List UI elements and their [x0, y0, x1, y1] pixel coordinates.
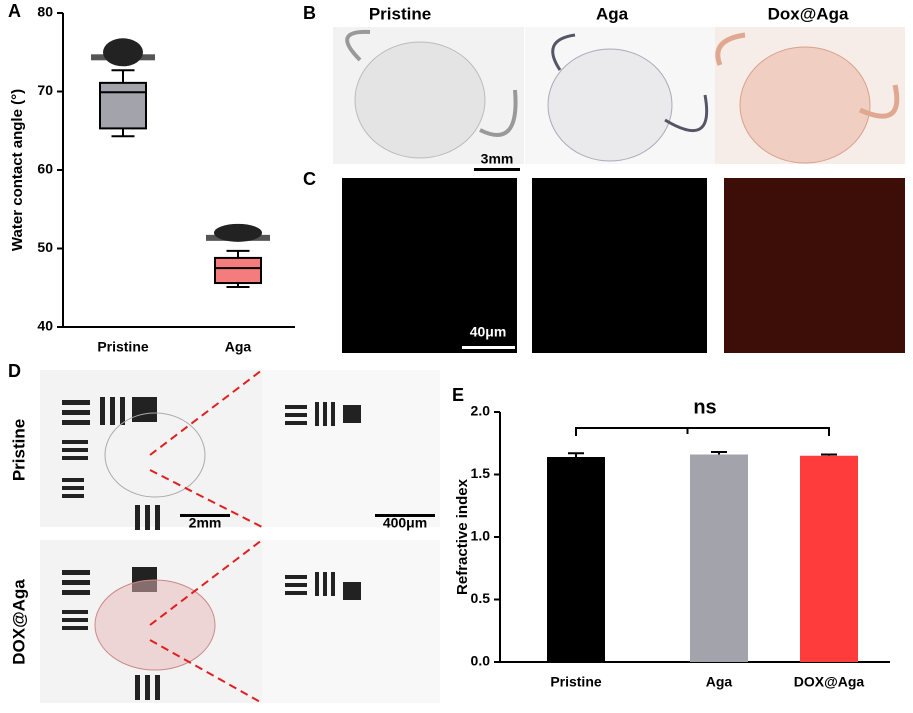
y-tick-label: 0.0 — [471, 653, 491, 669]
bar — [547, 457, 605, 662]
scale-label: 40μm — [470, 324, 507, 340]
row-label: DOX@Aga — [9, 579, 28, 665]
bar — [800, 455, 858, 662]
x-tick-label: Aga — [706, 674, 733, 690]
fluorescence-image — [724, 178, 905, 353]
fluorescence-image — [532, 178, 707, 353]
panel-title: Aga — [596, 4, 629, 23]
y-tick-label: 60 — [37, 161, 53, 177]
scale-bar — [474, 168, 520, 171]
y-tick-label: 80 — [37, 4, 53, 20]
y-tick-label: 50 — [37, 239, 53, 255]
scale-bar — [375, 514, 435, 517]
bar — [690, 454, 748, 662]
panel-title: Pristine — [369, 4, 431, 23]
panel-letter: B — [303, 3, 316, 23]
scale-label: 2mm — [189, 515, 222, 531]
y-tick-label: 70 — [37, 82, 53, 98]
panel-letter: D — [8, 361, 21, 381]
panel-letter: A — [8, 1, 21, 21]
fluorescence-image — [342, 178, 517, 353]
annotation: ns — [693, 396, 716, 418]
panel-letter: C — [303, 169, 316, 189]
resolution-photos — [40, 369, 440, 704]
y-tick-label: 1.5 — [471, 465, 491, 481]
y-tick-label: 40 — [37, 318, 53, 334]
scale-bar — [462, 346, 515, 349]
scale-bar — [180, 514, 230, 517]
y-tick-label: 0.5 — [471, 590, 491, 606]
y-tick-label: 1.0 — [471, 528, 491, 544]
droplet — [214, 223, 262, 242]
y-axis-label: Water contact angle (°) — [9, 89, 26, 251]
panel-letter: E — [452, 385, 464, 405]
row-label: Pristine — [9, 419, 28, 481]
x-tick-label: Pristine — [550, 674, 602, 690]
x-tick-label: DOX@Aga — [794, 674, 865, 690]
scale-label: 3mm — [481, 151, 514, 167]
lens-photos — [333, 27, 905, 164]
x-tick-label: Aga — [225, 339, 252, 355]
scale-label: 400μm — [383, 515, 427, 531]
x-tick-label: Pristine — [97, 339, 149, 355]
y-tick-label: 2.0 — [471, 403, 491, 419]
y-axis-label: Refractive index — [454, 478, 471, 595]
box — [99, 81, 147, 130]
panel-title: Dox@Aga — [768, 4, 849, 23]
significance-bracket — [575, 427, 830, 436]
box — [214, 256, 262, 285]
droplet — [103, 38, 143, 67]
